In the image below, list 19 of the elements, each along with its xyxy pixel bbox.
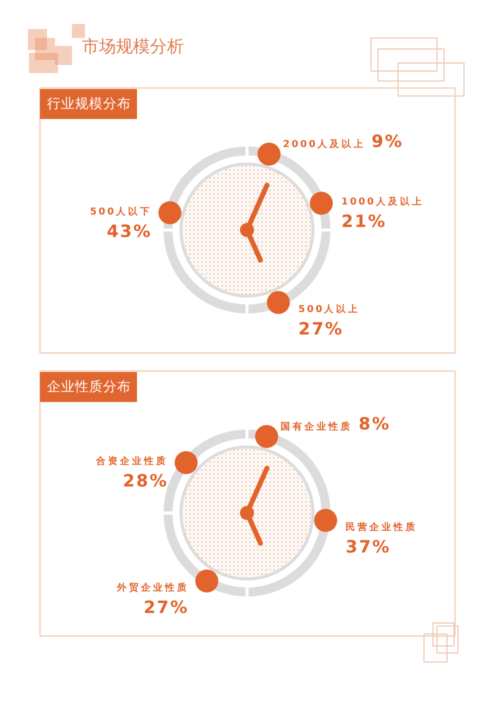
category-label: 外贸企业性质 (116, 582, 189, 594)
text: 市场规模分析 (82, 37, 184, 57)
data-label: 27% (298, 320, 344, 340)
data-label: 28% (122, 472, 168, 492)
category-label: 民营企业性质 (346, 520, 418, 533)
text: 企业性质分布 (47, 379, 131, 395)
data-label: 9% (371, 132, 404, 152)
data-label: 21% (341, 212, 387, 232)
category-label: 500人以下 (90, 205, 152, 218)
data-label: 8% (358, 414, 391, 434)
category-label: 500人以上 (298, 303, 360, 316)
text: 行业规模分布 (47, 96, 131, 112)
category-label: 国有企业性质 (280, 420, 353, 432)
category-label: 1000人及以上 (341, 196, 424, 208)
category-label: 2000人及以上 (283, 138, 366, 150)
data-label: 43% (106, 222, 152, 242)
data-label: 27% (144, 598, 189, 618)
category-label: 合资企业性质 (95, 455, 168, 468)
data-label: 37% (346, 537, 391, 558)
